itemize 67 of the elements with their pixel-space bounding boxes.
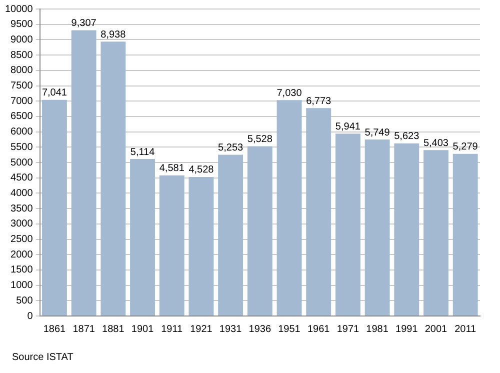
- bar: [306, 108, 332, 316]
- x-tick-label: 1901: [131, 324, 154, 335]
- bar: [71, 30, 96, 316]
- data-label: 5,114: [130, 146, 156, 158]
- y-tick-label: 4000: [10, 188, 34, 199]
- data-label: 5,623: [394, 131, 420, 142]
- y-tick-label: 4500: [10, 172, 34, 184]
- y-tick-label: 6000: [10, 126, 34, 138]
- y-tick-label: 500: [16, 295, 34, 306]
- data-label: 7,030: [276, 88, 302, 99]
- x-tick-label: 1871: [72, 324, 96, 335]
- bar: [394, 143, 420, 316]
- bar: [130, 159, 155, 316]
- y-tick-label: 9000: [10, 34, 34, 46]
- y-tick-label: 2500: [10, 234, 34, 245]
- bar: [100, 42, 126, 316]
- x-tick-label: 2011: [454, 324, 477, 335]
- bar: [364, 140, 390, 316]
- bar: [247, 146, 272, 316]
- y-tick-label: 5500: [10, 142, 34, 153]
- x-tick-label: 1931: [219, 324, 242, 335]
- data-label: 5,279: [452, 142, 478, 153]
- x-tick-label: 1911: [161, 324, 184, 335]
- y-tick-label: 8000: [10, 65, 34, 76]
- source-note: Source ISTAT: [12, 352, 74, 363]
- bar: [42, 100, 67, 316]
- data-label: 6,773: [306, 96, 332, 107]
- bar: [276, 100, 302, 316]
- x-tick-label: 1961: [307, 324, 330, 335]
- x-tick-label: 2001: [424, 324, 448, 335]
- bar: [424, 150, 448, 316]
- y-tick-label: 6500: [10, 111, 34, 122]
- data-label: 5,528: [247, 134, 273, 146]
- y-tick-label: 7500: [10, 80, 34, 92]
- x-tick-label: 1951: [278, 324, 301, 335]
- data-label: 5,403: [423, 138, 449, 149]
- data-label: 4,528: [188, 164, 214, 176]
- data-label: 4,581: [159, 163, 185, 174]
- data-label: 5,253: [218, 142, 244, 154]
- y-tick-label: 2000: [10, 249, 34, 260]
- x-tick-label: 1981: [366, 324, 389, 335]
- data-label: 5,941: [335, 121, 361, 132]
- bar: [159, 175, 184, 316]
- y-tick-label: 3000: [10, 218, 34, 230]
- data-label: 7,041: [42, 88, 68, 99]
- y-tick-label: 5000: [10, 157, 34, 168]
- data-label: 8,938: [100, 29, 126, 40]
- data-label: 9,307: [71, 18, 97, 30]
- x-tick-label: 1921: [190, 324, 213, 335]
- x-tick-label: 1881: [102, 324, 125, 335]
- y-tick-label: 1500: [10, 264, 34, 276]
- y-tick-label: 10000: [4, 4, 34, 15]
- x-tick-label: 1936: [248, 324, 272, 335]
- y-tick-label: 7000: [10, 96, 34, 107]
- y-tick-label: 1000: [10, 280, 34, 292]
- x-tick-label: 1991: [396, 324, 418, 335]
- y-tick-label: 3500: [10, 203, 34, 214]
- x-tick-label: 1971: [336, 324, 360, 335]
- bar: [218, 154, 244, 316]
- y-tick-label: 0: [27, 310, 34, 322]
- x-tick-label: 1861: [43, 324, 66, 335]
- bar: [335, 134, 360, 316]
- y-tick-label: 8500: [10, 50, 34, 61]
- bar: [188, 176, 214, 316]
- data-label: 5,749: [364, 127, 390, 138]
- bar: [452, 154, 478, 316]
- y-tick-label: 9500: [10, 19, 34, 30]
